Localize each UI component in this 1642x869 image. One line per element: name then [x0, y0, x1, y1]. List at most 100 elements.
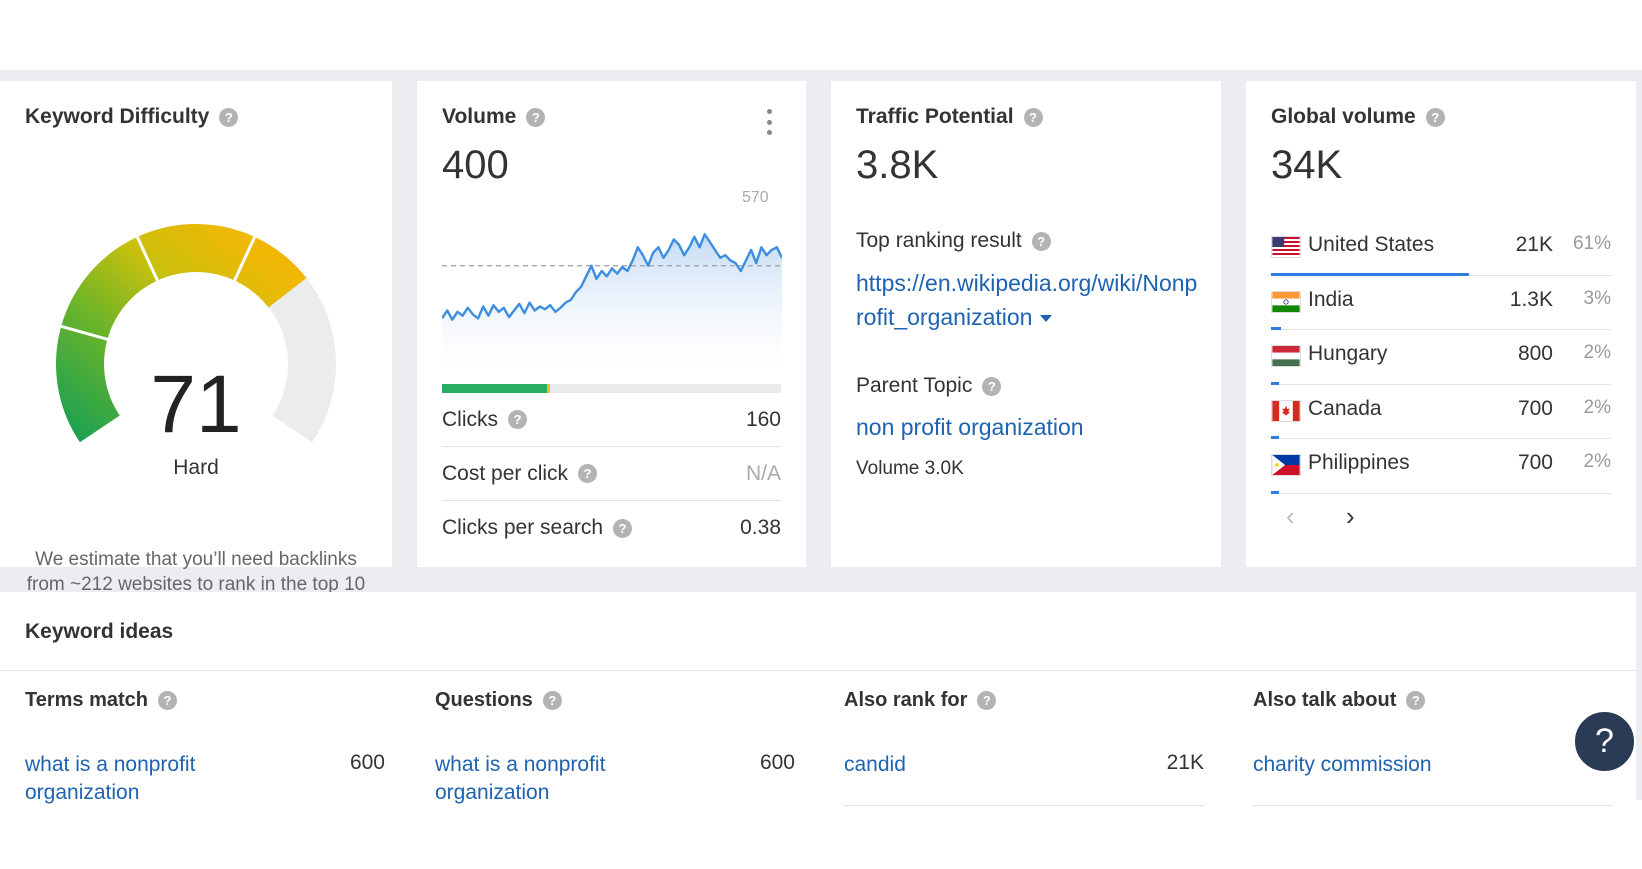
india-flag-icon	[1271, 290, 1301, 313]
country-percent: 3%	[1583, 287, 1611, 309]
volume-help-icon[interactable]: ?	[526, 107, 546, 127]
kd-score: 71	[150, 359, 242, 450]
country-share-bar	[1271, 272, 1470, 276]
idea-keyword-volume: 600	[349, 751, 385, 774]
idea-keyword-volume: 600	[759, 751, 795, 774]
country-list: United States 21K 61% India 1.3K 3% Hung…	[1271, 221, 1611, 494]
questions-help-icon[interactable]: ?	[542, 691, 562, 710]
top-result-link[interactable]: https://en.wikipedia.org/wiki/Nonprofit_…	[856, 266, 1201, 334]
country-row-philippines[interactable]: Philippines 700 2%	[1271, 439, 1611, 494]
country-volume: 700	[1517, 396, 1553, 420]
more-options-icon[interactable]	[764, 109, 774, 135]
country-name[interactable]: India	[1308, 287, 1354, 311]
volume-title-text: Volume	[442, 105, 517, 128]
country-name[interactable]: United States	[1308, 233, 1435, 256]
top-result-label: Top ranking result ?	[856, 229, 1051, 253]
traffic-help-icon[interactable]: ?	[1023, 107, 1043, 127]
gauge-track	[268, 277, 336, 443]
kd-gauge	[55, 223, 336, 443]
cpc-label: Cost per click	[442, 461, 569, 485]
global-help-icon[interactable]: ?	[1425, 107, 1445, 127]
country-row-india[interactable]: India 1.3K 3%	[1271, 276, 1611, 330]
country-volume: 1.3K	[1509, 287, 1553, 311]
volume-trend-chart[interactable]	[442, 221, 782, 371]
us-flag-icon	[1271, 236, 1301, 258]
idea-header-text: Also talk about	[1253, 689, 1397, 711]
kd-title-text: Keyword Difficulty	[25, 105, 210, 128]
country-volume: 700	[1517, 451, 1553, 474]
parent-topic-label-text: Parent Topic	[856, 374, 973, 397]
global-title: Global volume ?	[1271, 105, 1445, 129]
country-share-bar	[1271, 436, 1279, 439]
gauge-ticks	[58, 234, 257, 342]
idea-column-header: Terms match?	[25, 689, 178, 712]
cpc-help-icon[interactable]: ?	[578, 464, 598, 483]
idea-column-header: Questions?	[435, 689, 562, 712]
idea-header-text: Also rank for	[844, 689, 968, 711]
global-value: 34K	[1271, 143, 1343, 187]
global-volume-card: Global volume ? 34K United States 21K 61…	[1246, 81, 1636, 567]
top-result-help-icon[interactable]: ?	[1031, 231, 1051, 251]
kd-label: Hard	[173, 456, 219, 479]
country-volume: 21K	[1515, 233, 1553, 256]
also-talk-help-icon[interactable]: ?	[1406, 691, 1426, 710]
cps-label: Clicks per search	[442, 516, 604, 539]
parent-topic-link[interactable]: non profit organization	[856, 414, 1084, 440]
gauge-segment-divider	[232, 234, 257, 283]
keyword-ideas-title: Keyword ideas	[25, 620, 174, 643]
country-row-hungary[interactable]: Hungary 800 2%	[1271, 330, 1611, 385]
keyword-difficulty-card: Keyword Difficulty ? 71 Hard We estimate…	[0, 81, 392, 620]
volume-title: Volume ?	[442, 105, 546, 129]
philippines-flag-icon	[1271, 454, 1301, 476]
cps-help-icon[interactable]: ?	[613, 518, 633, 538]
traffic-title: Traffic Potential ?	[856, 105, 1043, 129]
row-divider	[844, 805, 1204, 806]
country-share-bar	[1271, 490, 1279, 494]
idea-keyword-link[interactable]: candid	[844, 753, 906, 776]
keyword-ideas-card: Keyword ideas Terms match? what is a non…	[0, 592, 1636, 806]
also-rank-help-icon[interactable]: ?	[977, 691, 997, 710]
help-chat-button[interactable]: ?	[1573, 710, 1636, 773]
country-percent: 61%	[1572, 233, 1611, 254]
volume-value: 400	[442, 143, 509, 187]
country-row-us[interactable]: United States 21K 61%	[1271, 221, 1611, 276]
kd-title: Keyword Difficulty ?	[25, 105, 239, 129]
cpc-row: Cost per click? N/A	[442, 447, 781, 501]
idea-keyword-volume: 21K	[1166, 751, 1204, 774]
volume-line	[442, 232, 782, 321]
clicks-help-icon[interactable]: ?	[508, 410, 527, 429]
parent-topic-label: Parent Topic ?	[856, 374, 1002, 398]
gauge-segment-divider	[135, 234, 160, 283]
traffic-title-text: Traffic Potential	[856, 105, 1014, 128]
country-name[interactable]: Canada	[1308, 396, 1382, 420]
idea-header-text: Terms match	[25, 689, 149, 711]
country-name[interactable]: Hungary	[1308, 342, 1388, 365]
top-result-url[interactable]: https://en.wikipedia.org/wiki/Nonprofit_…	[856, 270, 1198, 330]
kd-help-icon[interactable]: ?	[219, 107, 239, 127]
country-name[interactable]: Philippines	[1308, 451, 1410, 474]
gauge-fill	[55, 223, 307, 443]
idea-header-text: Questions	[435, 689, 533, 711]
terms-match-help-icon[interactable]: ?	[158, 691, 178, 710]
cps-value: 0.38	[740, 516, 781, 539]
prev-page-icon[interactable]: ‹	[1286, 501, 1295, 531]
traffic-value: 3.8K	[856, 143, 939, 187]
clicks-share-fill	[442, 384, 548, 393]
top-result-label-text: Top ranking result	[856, 229, 1022, 252]
idea-keyword-link[interactable]: what is a nonprofit organization	[25, 753, 196, 804]
clicks-row: Clicks? 160	[442, 393, 781, 447]
idea-keyword-link[interactable]: what is a nonprofit organization	[435, 753, 606, 804]
clicks-label: Clicks	[442, 407, 498, 431]
clicks-value: 160	[745, 407, 781, 431]
next-page-icon[interactable]: ›	[1346, 501, 1355, 531]
parent-topic-help-icon[interactable]: ?	[982, 376, 1002, 396]
hungary-flag-icon	[1271, 345, 1301, 367]
idea-column-header: Also talk about?	[1253, 689, 1426, 712]
gauge-segment-divider	[58, 324, 110, 342]
divider	[0, 670, 1636, 671]
cpc-value: N/A	[745, 461, 781, 485]
country-row-canada[interactable]: Canada 700 2%	[1271, 385, 1611, 439]
caret-down-icon[interactable]	[1040, 315, 1053, 323]
idea-keyword-link[interactable]: charity commission	[1253, 753, 1432, 776]
clicks-share-marker	[547, 384, 551, 393]
